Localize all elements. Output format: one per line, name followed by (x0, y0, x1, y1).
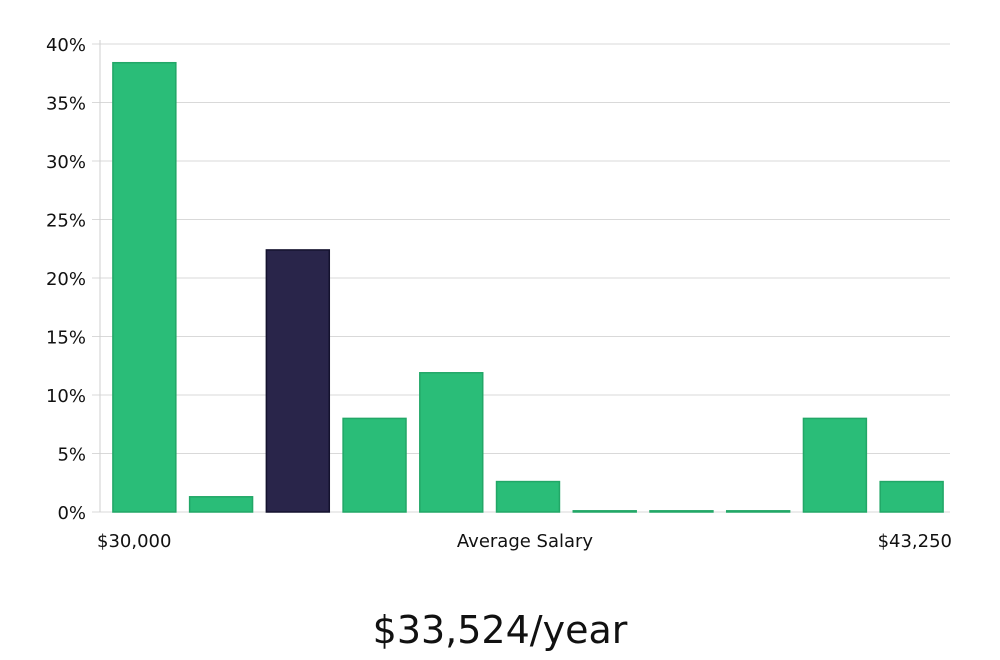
y-tick-label: 10% (46, 386, 86, 407)
salary-bar (879, 480, 944, 513)
salary-bar (342, 417, 407, 513)
x-axis-min-label: $30,000 (97, 531, 171, 552)
gridlines (92, 43, 950, 513)
salary-bar (112, 61, 177, 513)
salary-distribution-chart: 0% 5% 10% 15% 20% 25% 30% 35% 40% $30,000 Averag… (46, 35, 952, 552)
y-axis-ticks: 0% 5% 10% 15% 20% 25% 30% 35% 40% (46, 35, 86, 524)
average-salary-headline: $33,524/year (372, 608, 628, 652)
x-axis-max-label: $43,250 (878, 531, 952, 552)
y-tick-label: 25% (46, 211, 86, 232)
salary-bar (419, 372, 484, 513)
highlighted-salary-bar (265, 249, 331, 513)
bars (112, 61, 944, 513)
y-tick-label: 40% (46, 35, 86, 56)
salary-bar (802, 417, 868, 513)
y-tick-label: 30% (46, 152, 86, 173)
y-tick-label: 35% (46, 94, 86, 115)
salary-bar (649, 510, 714, 513)
salary-bar (495, 480, 561, 513)
x-axis-title: Average Salary (457, 531, 594, 552)
salary-bar (188, 496, 254, 513)
salary-bar (725, 510, 791, 513)
y-tick-label: 15% (46, 328, 86, 349)
y-tick-label: 0% (57, 503, 86, 524)
salary-bar (572, 510, 637, 513)
y-tick-label: 20% (46, 269, 86, 290)
y-tick-label: 5% (57, 445, 86, 466)
